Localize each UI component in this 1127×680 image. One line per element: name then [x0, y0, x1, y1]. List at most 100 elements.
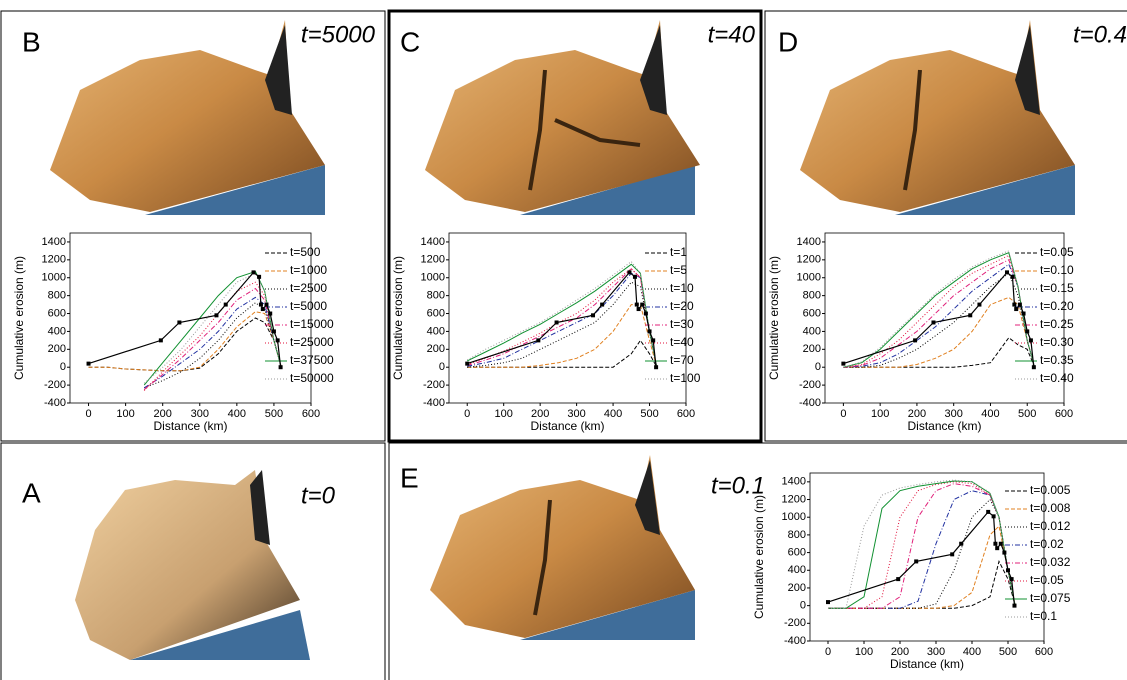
x-tick-label: 0 — [840, 408, 846, 420]
y-tick-label: -200 — [784, 617, 806, 629]
y-tick-label: 1400 — [782, 476, 806, 488]
marker — [632, 274, 637, 279]
legend-label: t=2500 — [290, 281, 327, 295]
panel-frame — [388, 442, 1127, 680]
y-tick-label: 400 — [427, 325, 445, 337]
marker — [264, 302, 269, 307]
series-line — [828, 480, 1016, 609]
marker — [959, 541, 964, 546]
x-tick-label: 400 — [228, 408, 246, 420]
x-tick-label: 0 — [85, 408, 91, 420]
marker — [913, 338, 918, 343]
x-axis-label: Distance (km) — [530, 419, 604, 433]
terrain-a — [75, 470, 310, 660]
x-tick-label: 600 — [677, 408, 695, 420]
marker — [826, 600, 830, 605]
y-axis-label: Cumulative erosion (m) — [767, 256, 781, 380]
legend-label: t=0.02 — [1030, 537, 1064, 551]
terrain-b — [50, 20, 325, 215]
x-tick-label: 400 — [981, 408, 999, 420]
plot-frame — [69, 232, 312, 404]
y-tick-label: 1000 — [42, 272, 66, 284]
panel-time: t=0.4 — [1073, 21, 1127, 48]
series-line — [828, 481, 1016, 609]
y-tick-label: 1200 — [797, 254, 821, 266]
marker — [268, 311, 273, 316]
y-tick-label: 200 — [788, 582, 806, 594]
legend-label: t=0.15 — [1040, 281, 1074, 295]
legend-label: t=5 — [670, 263, 687, 277]
legend-label: t=25000 — [290, 335, 334, 349]
legend-label: t=0.25 — [1040, 317, 1074, 331]
y-tick-label: 400 — [788, 564, 806, 576]
y-tick-label: 1000 — [421, 272, 445, 284]
marker — [278, 365, 283, 370]
x-tick-label: 300 — [191, 408, 209, 420]
marker — [214, 313, 219, 318]
y-tick-label: -400 — [784, 635, 806, 647]
marker — [260, 307, 265, 312]
legend-label: t=20 — [670, 299, 694, 313]
marker — [998, 541, 1003, 546]
marker — [1021, 311, 1026, 316]
marker — [1002, 550, 1007, 555]
series-line — [88, 311, 282, 372]
y-tick-label: 1400 — [421, 236, 445, 248]
marker — [647, 329, 652, 334]
marker — [158, 338, 163, 343]
marker — [223, 302, 228, 307]
y-tick-label: -200 — [799, 379, 821, 391]
y-tick-label: 1400 — [42, 236, 66, 248]
marker — [1012, 302, 1017, 307]
marker — [627, 270, 632, 275]
series-line — [467, 268, 658, 368]
y-axis-label: Cumulative erosion (m) — [391, 256, 405, 380]
x-tick-label: 600 — [1035, 646, 1053, 658]
legend-label: t=0.032 — [1030, 555, 1071, 569]
y-tick-label: -400 — [799, 397, 821, 409]
legend-label: t=0.012 — [1030, 519, 1071, 533]
y-tick-label: 600 — [427, 307, 445, 319]
marker — [258, 302, 263, 307]
legend-label: t=0.35 — [1040, 353, 1074, 367]
marker — [993, 541, 998, 546]
marker — [271, 329, 276, 334]
series-line — [467, 272, 658, 368]
x-tick-label: 100 — [495, 408, 513, 420]
legend-label: t=5000 — [290, 299, 327, 313]
panel-label: B — [22, 26, 41, 57]
marker — [931, 320, 936, 325]
y-axis-label: Cumulative erosion (m) — [752, 495, 766, 619]
y-tick-label: 200 — [427, 343, 445, 355]
y-tick-label: 1200 — [42, 254, 66, 266]
marker — [896, 577, 901, 582]
series-line — [143, 287, 282, 390]
y-tick-label: 1400 — [797, 236, 821, 248]
x-tick-label: 400 — [963, 646, 981, 658]
marker — [977, 302, 982, 307]
series-line — [843, 296, 1036, 368]
y-axis-label: Cumulative erosion (m) — [12, 256, 26, 380]
x-tick-label: 200 — [908, 408, 926, 420]
series-line — [467, 281, 658, 368]
marker — [841, 361, 846, 366]
series-line — [828, 490, 1016, 609]
marker — [536, 338, 541, 343]
series-line — [143, 270, 282, 386]
y-tick-label: -400 — [423, 397, 445, 409]
y-tick-label: 1000 — [782, 511, 806, 523]
series-line — [467, 268, 658, 368]
y-tick-label: -200 — [423, 379, 445, 391]
y-tick-label: 800 — [48, 290, 66, 302]
legend-label: t=0.008 — [1030, 501, 1071, 515]
series-line — [144, 302, 282, 389]
legend-label: t=0.40 — [1040, 371, 1074, 385]
legend-label: t=0.075 — [1030, 591, 1071, 605]
x-tick-label: 500 — [999, 646, 1017, 658]
marker — [643, 311, 648, 316]
series-line — [843, 254, 1036, 368]
y-tick-label: 600 — [48, 307, 66, 319]
marker — [554, 320, 559, 325]
